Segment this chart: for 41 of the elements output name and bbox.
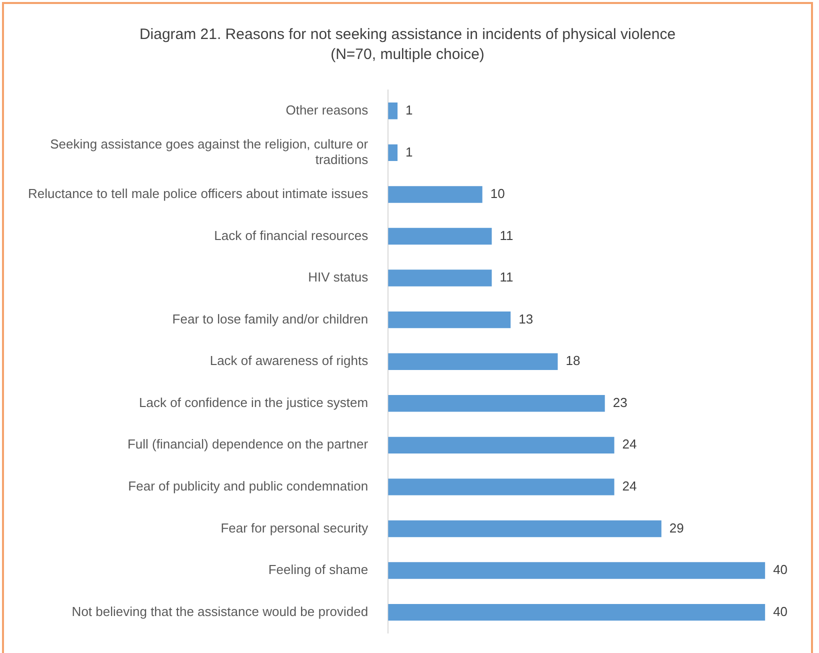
data-label: 10 — [490, 186, 505, 202]
y-tick-label: Fear for personal security — [220, 520, 369, 536]
chart-subtitle: (N=70, multiple choice) — [330, 46, 484, 64]
data-label: 18 — [566, 353, 580, 368]
bar — [388, 478, 614, 496]
y-tick-label: Other reasons — [286, 102, 369, 118]
bar — [388, 604, 766, 621]
data-label: 11 — [500, 270, 514, 285]
bar — [388, 395, 605, 412]
y-tick-label: Reluctance to tell male police officers about intimate issues — [28, 186, 369, 202]
y-tick-label: Not believing that the assistance would be provided — [72, 604, 368, 619]
y-tick-label: Lack of confidence in the justice system — [139, 394, 368, 410]
y-tick-label: Fear to lose family and/or children — [172, 311, 368, 326]
data-label: 13 — [518, 311, 534, 326]
data-label: 23 — [612, 394, 628, 410]
bar — [388, 228, 492, 245]
y-tick-label: Seeking assistance goes against the religion, culture or traditions — [50, 136, 369, 168]
bar — [388, 311, 511, 328]
y-tick-label: Lack of financial resources — [214, 228, 369, 243]
y-tick-label: Lack of awareness of rights — [210, 353, 369, 368]
data-label: 40 — [773, 562, 788, 578]
bar — [388, 436, 614, 454]
y-tick-label: Feeling of shame — [268, 562, 368, 578]
bar — [388, 186, 482, 203]
data-label: 29 — [669, 520, 684, 536]
bar — [388, 270, 492, 286]
bar — [388, 562, 766, 579]
data-label: 11 — [500, 228, 514, 243]
bar — [388, 520, 662, 538]
y-tick-label: Full (financial) dependence on the partner — [127, 436, 369, 452]
data-label: 1 — [406, 144, 413, 160]
y-tick-label: Fear of publicity and public condemnation — [128, 478, 368, 494]
data-label: 24 — [622, 478, 637, 494]
y-tick-label: HIV status — [308, 270, 369, 285]
bar — [388, 144, 398, 162]
chart-title: Diagram 21. Reasons for not seeking assistance in incidents of physical violence — [139, 26, 676, 44]
bar — [388, 353, 558, 370]
data-label: 1 — [406, 102, 413, 118]
data-label: 24 — [622, 436, 637, 452]
data-label: 40 — [773, 604, 788, 619]
bar — [388, 102, 398, 120]
